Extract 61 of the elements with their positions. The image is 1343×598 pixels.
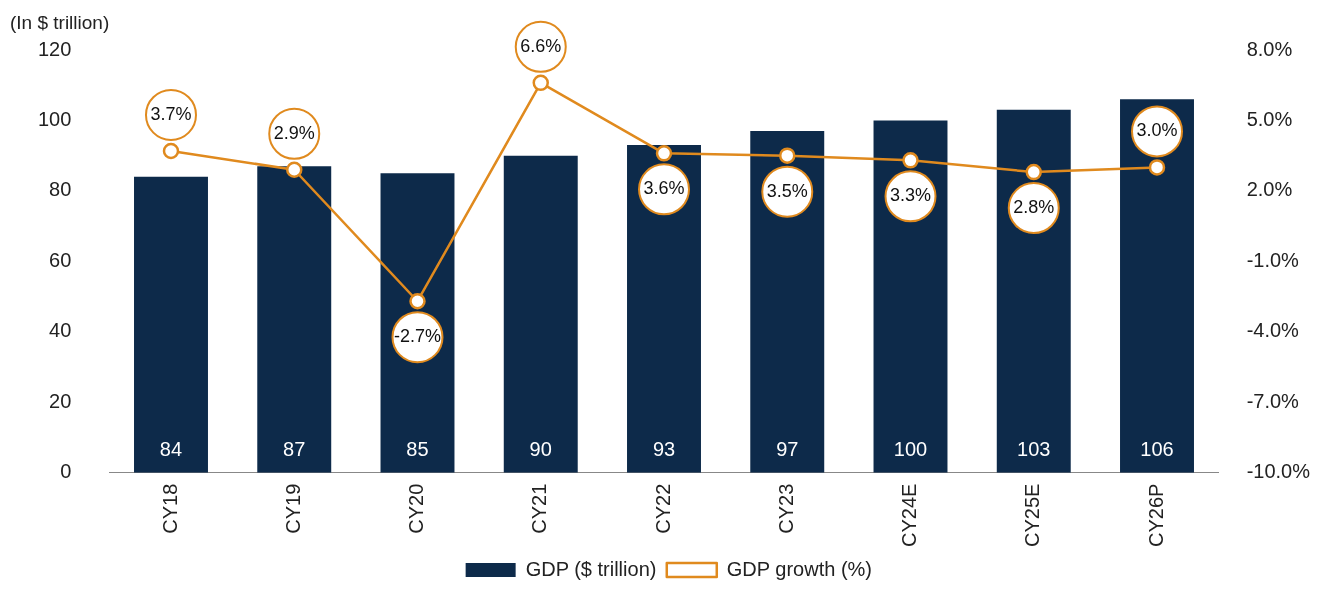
point <box>779 147 796 164</box>
y-tick-label: 60 <box>49 248 72 271</box>
x-tick-label: CY20 <box>405 483 428 534</box>
x-tick-label: CY24E <box>898 483 921 548</box>
point <box>286 161 303 178</box>
data-label: 85 <box>406 438 429 461</box>
bar <box>503 155 578 473</box>
y2-tick-label: 5.0% <box>1246 107 1293 130</box>
y-tick-label: 120 <box>37 37 72 60</box>
y2-tick-label: -10.0% <box>1246 460 1311 483</box>
data-label: 97 <box>776 438 799 461</box>
y2-tick-label: -7.0% <box>1246 389 1300 412</box>
data-label: 106 <box>1140 438 1174 461</box>
y-tick-label: 80 <box>49 178 72 201</box>
y2-tick-label: -4.0% <box>1246 319 1300 342</box>
data-label: 3.0% <box>1136 120 1178 141</box>
x-tick-label: CY26P <box>1144 483 1167 548</box>
point <box>1148 159 1166 176</box>
bar <box>996 109 1071 473</box>
x-tick-label: CY23 <box>774 483 797 534</box>
data-label: 87 <box>283 438 306 461</box>
x-tick-label: CY25E <box>1021 483 1044 548</box>
data-label: 6.6% <box>520 35 562 56</box>
data-label: 3.7% <box>150 103 192 124</box>
point <box>409 292 426 310</box>
x-tick-label: CY22 <box>651 483 674 534</box>
y2-tick-label: -1.0% <box>1246 248 1300 271</box>
data-label: -2.7% <box>393 326 442 347</box>
point <box>1025 163 1042 181</box>
point <box>532 74 549 92</box>
data-label: 103 <box>1017 438 1051 461</box>
y-tick-label: 40 <box>49 319 72 342</box>
bar <box>873 120 948 473</box>
bar <box>134 176 208 473</box>
y2-tick-label: 2.0% <box>1246 178 1293 201</box>
y-tick-label: 0 <box>60 460 72 483</box>
bar <box>257 166 332 473</box>
data-label: 90 <box>529 438 552 461</box>
x-tick-label: CY18 <box>158 483 181 534</box>
legend-label: GDP ($ trillion) <box>525 557 657 580</box>
bar <box>1120 99 1194 473</box>
x-tick-label: CY21 <box>528 483 551 534</box>
y-tick-label: 100 <box>37 107 72 130</box>
y2-tick-label: 8.0% <box>1246 37 1293 60</box>
bar <box>627 145 701 473</box>
data-label: 3.3% <box>889 185 932 206</box>
x-tick-label: CY19 <box>281 483 304 534</box>
point <box>162 142 180 160</box>
point <box>902 152 919 169</box>
data-label: 100 <box>893 438 928 461</box>
data-label: 84 <box>159 438 183 461</box>
data-label: 93 <box>652 438 676 461</box>
point <box>655 145 673 162</box>
y-tick-label: 20 <box>49 389 72 412</box>
bar <box>750 131 825 473</box>
data-label: 2.8% <box>1013 197 1055 218</box>
data-label: 3.5% <box>766 180 808 201</box>
data-label: 2.9% <box>273 122 315 143</box>
data-label: 3.6% <box>643 178 685 199</box>
y-axis-title: (In $ trillion) <box>10 12 110 34</box>
legend-label: GDP growth (%) <box>726 557 873 580</box>
